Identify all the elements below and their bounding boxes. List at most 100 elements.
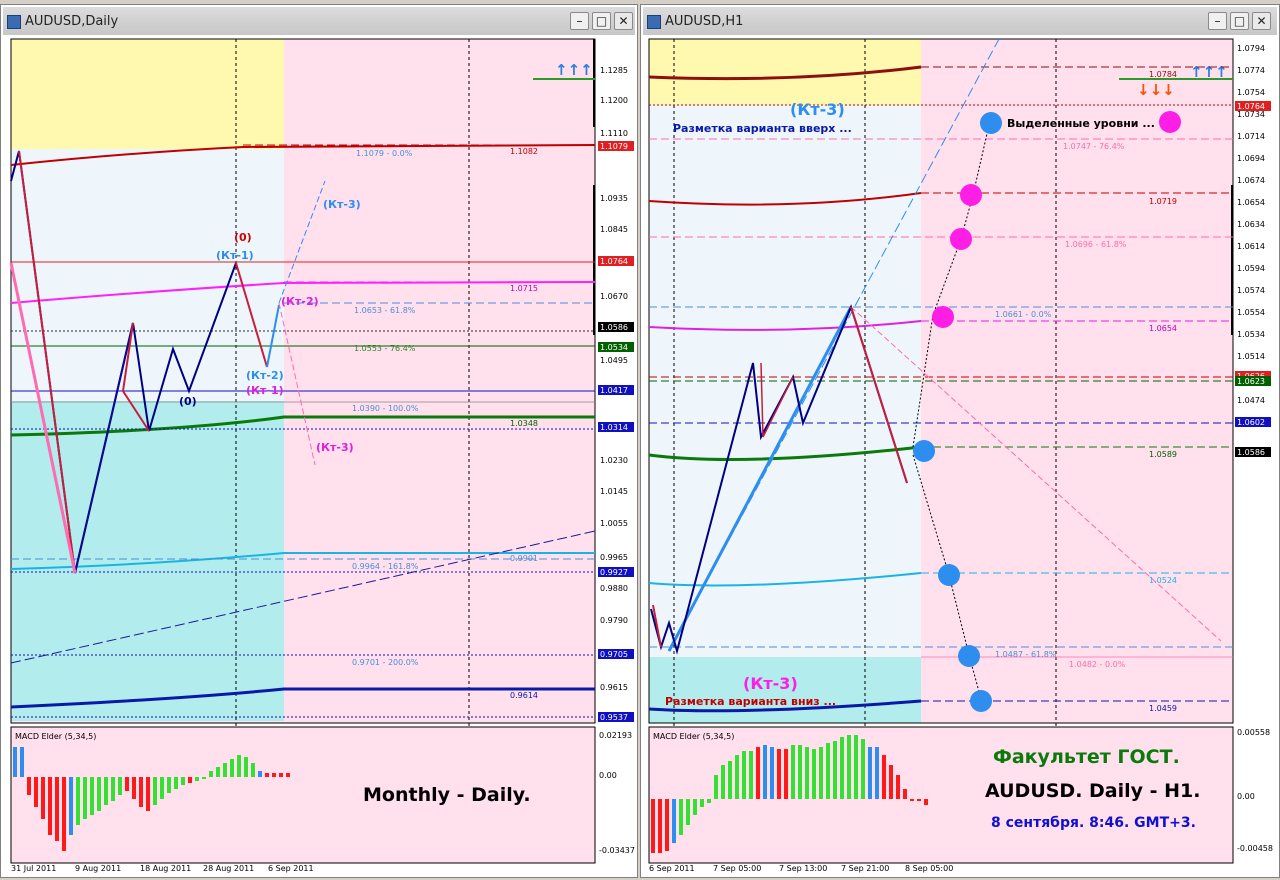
note-down: Разметка варианта вниз ... [665, 695, 836, 708]
histogram-bar [665, 799, 669, 851]
wave-label: (0) [234, 231, 252, 244]
histogram-bar [728, 761, 732, 799]
histogram-bar [62, 777, 66, 851]
maximize-button[interactable]: □ [592, 12, 611, 30]
histogram-bar [749, 751, 753, 799]
wave-label: (Кт-3) [790, 100, 845, 119]
price-axis-label: 1.1285 [600, 66, 628, 75]
histogram-bar [139, 777, 143, 807]
histogram-bar [714, 775, 718, 799]
histogram-bar [48, 777, 52, 835]
price-axis-label: 1.0634 [1237, 220, 1265, 229]
histogram-bar [805, 747, 809, 799]
histogram-bar [202, 777, 206, 779]
indicator-scale: 0.02193 [599, 731, 632, 740]
right-titlebar[interactable]: AUDUSD,H1 – □ ✕ [643, 7, 1277, 35]
caption: AUDUSD. Daily - H1. [985, 780, 1201, 802]
date-label: 7 Sep 05:00 [713, 864, 761, 873]
minimize-button[interactable]: – [570, 12, 589, 30]
right-chart[interactable]: ↑↑↑ ↓↓↓ [643, 35, 1277, 875]
price-axis-label: 1.0845 [600, 225, 628, 234]
wave-label: (Кт-2) [281, 295, 319, 308]
indicator-scale: 0.00 [1237, 792, 1255, 801]
left-chart[interactable]: ↑↑↑ [3, 35, 635, 875]
histogram-bar [69, 777, 73, 835]
histogram-bar [756, 747, 760, 799]
indicator-name: MACD Elder (5,34,5) [15, 732, 96, 741]
histogram-bar [672, 799, 676, 843]
price-axis-label: 1.0534 [1237, 330, 1265, 339]
level-label: 1.0747 - 76.4% [1063, 142, 1125, 151]
histogram-bar [651, 799, 655, 853]
level-label: 1.0553 - 76.4% [354, 344, 416, 353]
minimize-button[interactable]: – [1208, 12, 1227, 30]
histogram-bar [13, 747, 17, 777]
price-axis-label: 1.0230 [600, 456, 628, 465]
price-tag: 1.0586 [1237, 448, 1265, 457]
histogram-bar [819, 747, 823, 799]
histogram-bar [658, 799, 662, 853]
histogram-bar [188, 777, 192, 783]
histogram-bar [244, 757, 248, 777]
histogram-bar [798, 745, 802, 799]
level-label: 1.0482 - 0.0% [1069, 660, 1126, 669]
price-axis-label: 1.0935 [600, 194, 628, 203]
price-tag: 1.0534 [600, 343, 628, 352]
histogram-bar [896, 775, 900, 799]
price-axis-label: 1.0474 [1237, 396, 1265, 405]
price-axis-label: 1.1200 [600, 96, 628, 105]
price-tag-background [598, 649, 634, 659]
date-label: 28 Aug 2011 [203, 864, 254, 873]
date-label: 7 Sep 13:00 [779, 864, 827, 873]
level-label: 1.1082 [510, 147, 538, 156]
histogram-bar [41, 777, 45, 819]
histogram-bar [146, 777, 150, 811]
histogram-bar [917, 799, 921, 801]
date-label: 8 Sep 05:00 [905, 864, 953, 873]
histogram-bar [826, 743, 830, 799]
close-button[interactable]: ✕ [614, 12, 633, 30]
histogram-bar [237, 755, 241, 777]
level-label: 1.0719 [1149, 197, 1177, 206]
histogram-bar [882, 755, 886, 799]
price-tag: 1.0417 [600, 386, 628, 395]
maximize-button[interactable]: □ [1230, 12, 1249, 30]
histogram-bar [174, 777, 178, 789]
histogram-bar [889, 765, 893, 799]
right-chart-window: AUDUSD,H1 – □ ✕ ↑↑↑ ↓↓↓ [640, 4, 1280, 878]
histogram-bar [735, 755, 739, 799]
price-axis-label: 1.0574 [1237, 286, 1265, 295]
histogram-bar [118, 777, 122, 795]
level-label: 1.0661 - 0.0% [995, 310, 1052, 319]
level-label: 0.9614 [510, 691, 538, 700]
price-axis-label: 1.0145 [600, 487, 628, 496]
left-titlebar[interactable]: AUDUSD,Daily – □ ✕ [3, 7, 635, 35]
histogram-bar [707, 799, 711, 803]
histogram-bar [903, 789, 907, 799]
left-chart-window: AUDUSD,Daily – □ ✕ ↑↑↑ [0, 4, 638, 878]
price-tag: 0.9537 [600, 713, 628, 722]
level-label: 1.0459 [1149, 704, 1177, 713]
close-button[interactable]: ✕ [1252, 12, 1271, 30]
price-tag-background [598, 712, 634, 722]
histogram-bar [791, 745, 795, 799]
histogram-bar [847, 735, 851, 799]
blue-level-dots [913, 112, 1002, 712]
price-tag-background [598, 322, 634, 332]
price-axis-label: 1.0554 [1237, 308, 1265, 317]
price-tag-background [598, 141, 634, 151]
indicator-scale: 0.00558 [1237, 728, 1270, 737]
chart-window-icon [647, 15, 661, 29]
wave-label: (Кт-3) [323, 198, 361, 211]
price-tag-background [1235, 101, 1271, 111]
histogram-bar [700, 799, 704, 807]
histogram-bar [90, 777, 94, 815]
price-axis-label: 1.0055 [600, 519, 628, 528]
histogram-bar [97, 777, 101, 811]
price-axis-label: 0.9965 [600, 553, 628, 562]
level-label: 1.0487 - 61.8% [995, 650, 1057, 659]
wave-label: (0) [179, 395, 197, 408]
price-axis-label: 0.9880 [600, 584, 628, 593]
price-tag-background [1235, 417, 1271, 427]
histogram-bar [125, 777, 129, 791]
